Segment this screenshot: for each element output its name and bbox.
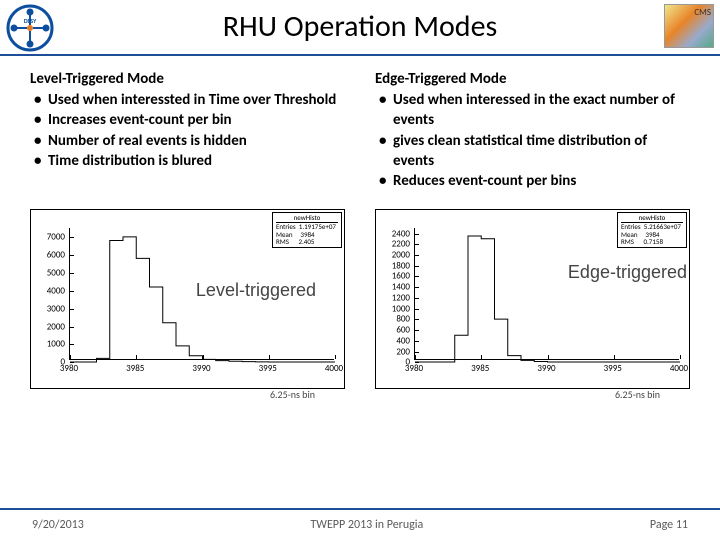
- y-tick: 1000: [35, 339, 65, 350]
- list-item: Used when interessted in Time over Thres…: [30, 90, 345, 110]
- content-columns: Level-Triggered Mode Used when interesst…: [0, 56, 720, 191]
- y-tick: 5000: [35, 267, 65, 278]
- left-chart: newHistoEntries 1.19175e+07Mean 3984RMS …: [30, 209, 345, 399]
- y-tick: 1800: [380, 260, 410, 271]
- plot-area: [414, 228, 679, 360]
- x-tick: 3985: [126, 363, 144, 374]
- list-item: Used when interessed in the exact number…: [375, 90, 690, 131]
- y-tick: 600: [380, 325, 410, 336]
- right-mode-list: Used when interessed in the exact number…: [375, 90, 690, 191]
- list-item: Increases event-count per bin: [30, 110, 345, 130]
- list-item: gives clean statistical time distributio…: [375, 131, 690, 172]
- plot-area: [69, 228, 334, 360]
- y-tick: 1200: [380, 292, 410, 303]
- y-tick: 2000: [380, 250, 410, 261]
- header: DESY RHU Operation Modes CMS: [0, 0, 720, 56]
- right-chart: newHistoEntries 5.21663e+07Mean 3984RMS …: [375, 209, 690, 399]
- y-tick: 2000: [35, 321, 65, 332]
- left-xaxis-label: 6.25-ns bin: [270, 388, 315, 401]
- charts-row: newHistoEntries 1.19175e+07Mean 3984RMS …: [0, 191, 720, 399]
- y-tick: 200: [380, 346, 410, 357]
- x-tick: 3990: [192, 363, 210, 374]
- cms-logo: CMS: [664, 4, 714, 48]
- list-item: Number of real events is hidden: [30, 131, 345, 151]
- desy-logo: DESY: [6, 4, 54, 52]
- x-tick: 3990: [537, 363, 555, 374]
- y-tick: 400: [380, 335, 410, 346]
- y-tick: 4000: [35, 285, 65, 296]
- footer-rule: [0, 508, 720, 510]
- left-column: Level-Triggered Mode Used when interesst…: [30, 70, 345, 191]
- y-tick: 1000: [380, 303, 410, 314]
- footer: 9/20/2013 TWEPP 2013 in Perugia Page 11: [0, 518, 720, 532]
- cms-logo-text: CMS: [694, 7, 711, 18]
- left-mode-list: Used when interessted in Time over Thres…: [30, 90, 345, 171]
- x-tick: 3980: [405, 363, 423, 374]
- x-tick: 3980: [60, 363, 78, 374]
- right-column: Edge-Triggered Mode Used when interessed…: [375, 70, 690, 191]
- footer-center: TWEPP 2013 in Perugia: [310, 518, 423, 532]
- footer-page: Page 11: [650, 518, 688, 532]
- footer-page-num: 11: [676, 518, 688, 532]
- y-tick: 2200: [380, 239, 410, 250]
- y-tick: 800: [380, 314, 410, 325]
- list-item: Time distribution is blured: [30, 151, 345, 171]
- y-tick: 1400: [380, 282, 410, 293]
- y-tick: 3000: [35, 303, 65, 314]
- right-mode-title: Edge-Triggered Mode: [375, 70, 690, 88]
- left-mode-title: Level-Triggered Mode: [30, 70, 345, 88]
- footer-page-label: Page: [650, 518, 673, 532]
- footer-date: 9/20/2013: [32, 518, 84, 532]
- x-tick: 3995: [259, 363, 277, 374]
- list-item: Reduces event-count per bins: [375, 171, 690, 191]
- x-tick: 3985: [471, 363, 489, 374]
- y-tick: 1600: [380, 271, 410, 282]
- svg-text:DESY: DESY: [24, 17, 37, 25]
- x-tick: 4000: [670, 363, 688, 374]
- page-title: RHU Operation Modes: [0, 0, 720, 45]
- right-xaxis-label: 6.25-ns bin: [615, 388, 660, 401]
- y-tick: 6000: [35, 250, 65, 261]
- y-tick: 7000: [35, 232, 65, 243]
- y-tick: 2400: [380, 228, 410, 239]
- x-tick: 3995: [604, 363, 622, 374]
- x-tick: 4000: [325, 363, 343, 374]
